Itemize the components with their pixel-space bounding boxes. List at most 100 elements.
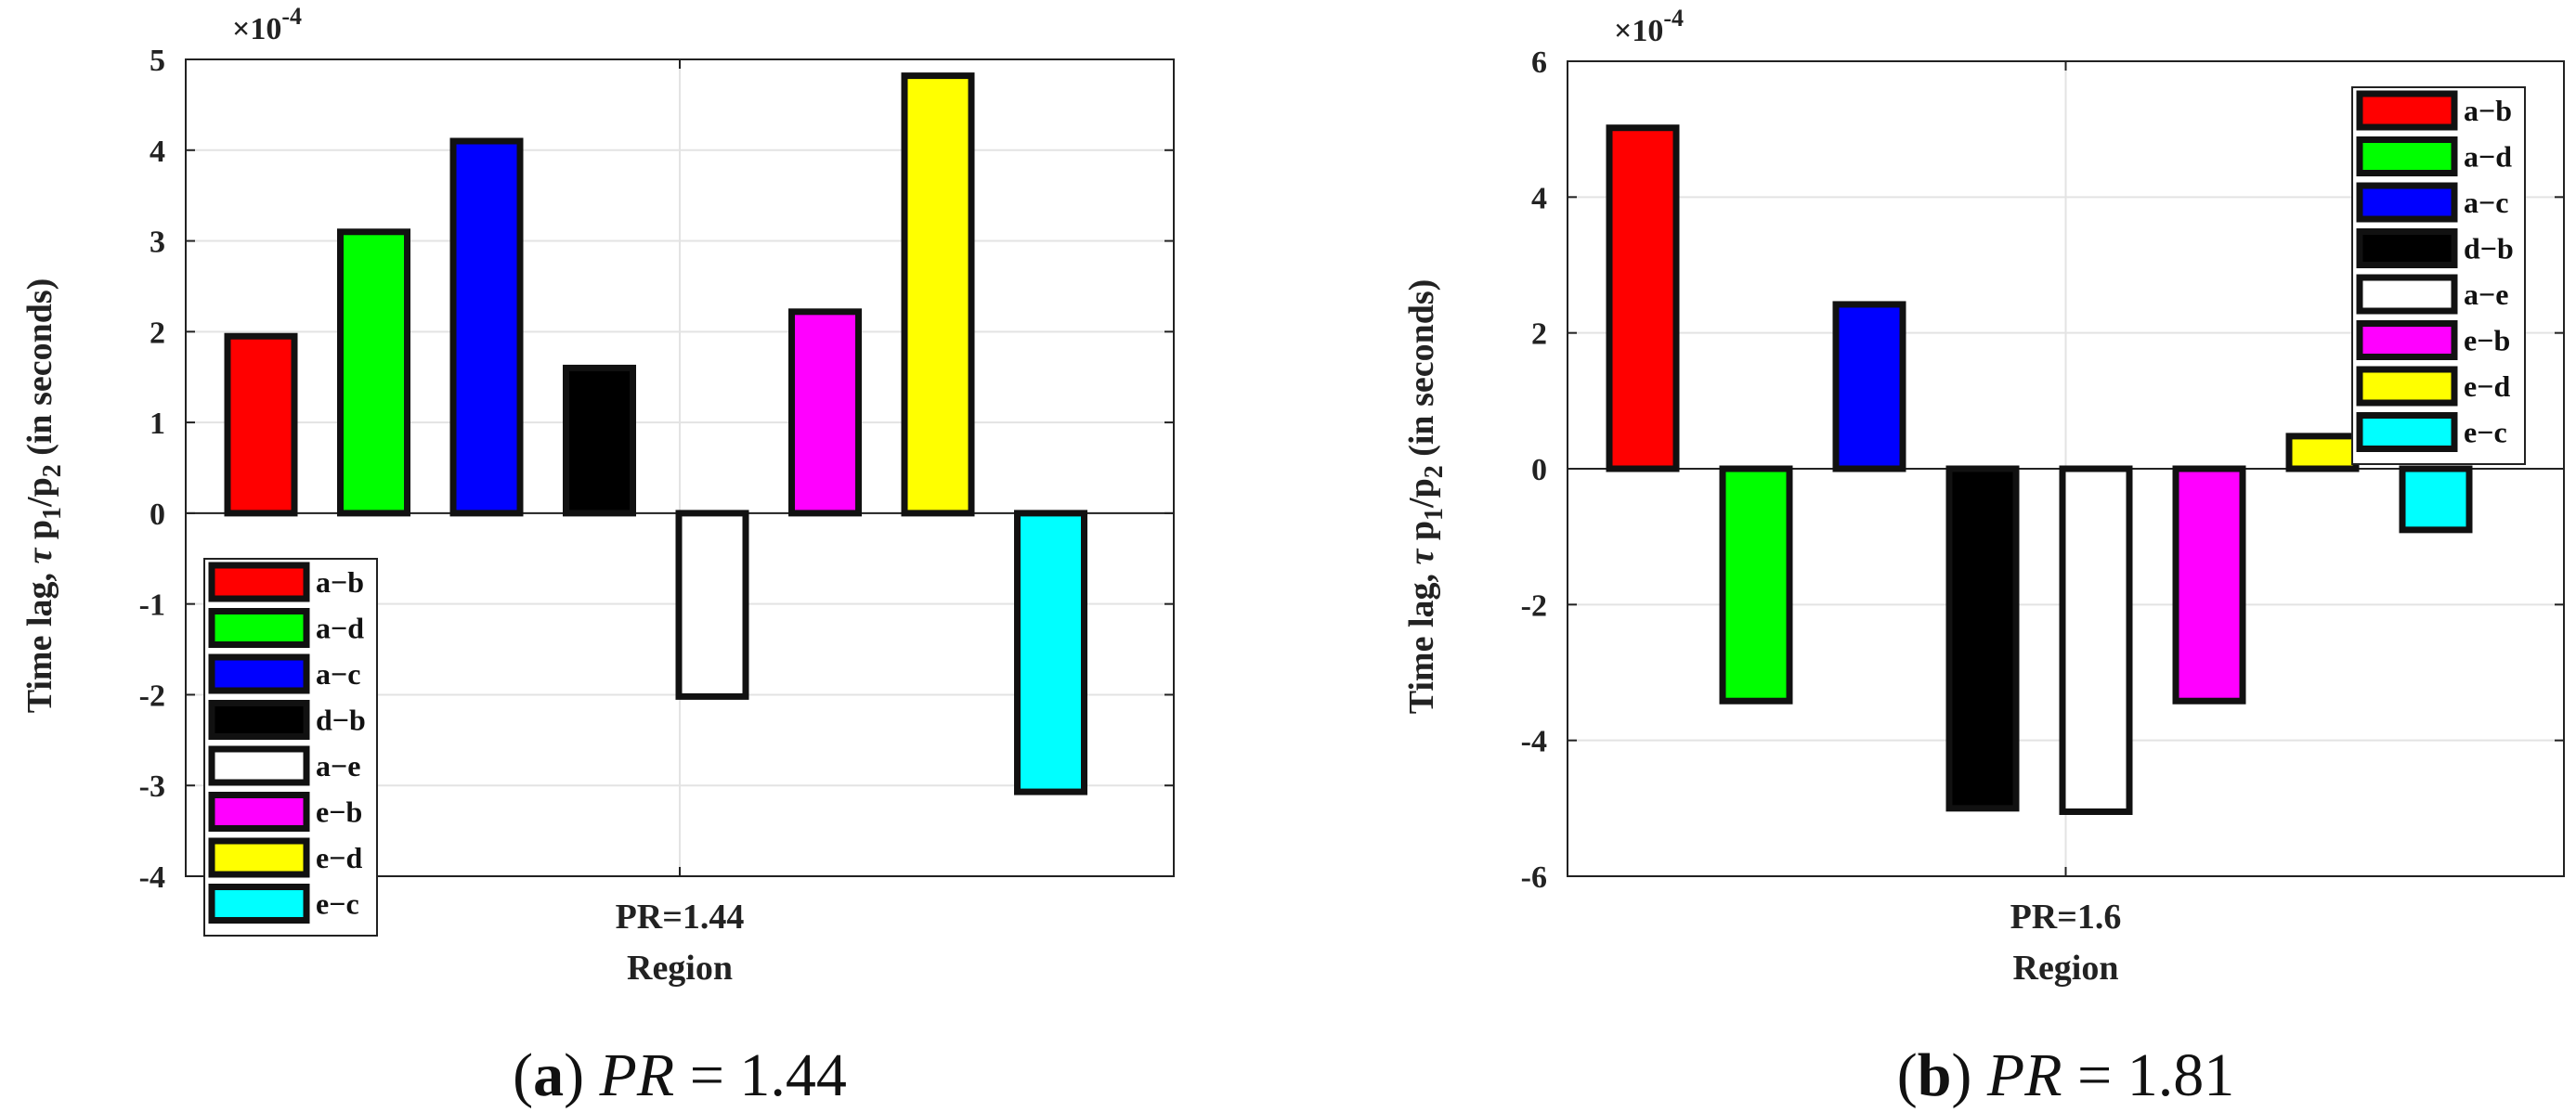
- caption-eq: = 1.81: [2062, 1041, 2235, 1109]
- caption-letter: b: [1918, 1041, 1952, 1109]
- caption-label-close: ): [1951, 1041, 1986, 1109]
- bar-6: [901, 72, 975, 517]
- y-axis-label-part: 2: [1420, 465, 1449, 478]
- chart-0: 5 4 3 2 1 0 -1 -2 -3 -4 PR=1.44 Region Time lag, τ p…: [20, 3, 1175, 1109]
- caption-var: PR: [599, 1041, 675, 1109]
- scale-multiplier: ×10-4: [232, 3, 302, 46]
- bar-3: [563, 364, 636, 517]
- y-axis-label-part: τ: [1402, 549, 1441, 565]
- legend-swatch-7: [2356, 412, 2458, 452]
- y-axis-label: Time lag, τ p1/p2 (in seconds): [20, 278, 67, 714]
- ytick-label: -6: [1521, 860, 1547, 895]
- bar-5: [788, 308, 862, 517]
- legend-label-0: a−b: [2464, 94, 2512, 127]
- caption: (b) PR = 1.81: [1897, 1041, 2235, 1109]
- y-axis-label-part: p: [1402, 521, 1441, 550]
- legend-label-6: e−d: [316, 841, 362, 874]
- xtick-label: PR=1.44: [616, 898, 745, 937]
- legend-swatch-4: [2356, 274, 2458, 315]
- legend-swatch-2: [208, 653, 310, 694]
- y-axis-label-part: /p: [20, 477, 59, 508]
- legend-label-5: e−b: [316, 795, 362, 829]
- caption-label: (: [513, 1041, 533, 1109]
- y-axis-label-part: Time lag,: [20, 564, 59, 714]
- y-axis-label: Time lag, τ p1/p2 (in seconds): [1402, 279, 1449, 715]
- x-axis-label: Region: [627, 949, 733, 988]
- ytick-label: -4: [1521, 725, 1547, 759]
- x-axis-label: Region: [2013, 949, 2119, 988]
- bar-0: [1606, 124, 1680, 472]
- y-axis-label-part: p: [20, 520, 59, 549]
- legend-swatch-0: [2356, 90, 2458, 131]
- bar-1: [1719, 465, 1793, 705]
- legend-swatch-1: [2356, 136, 2458, 176]
- legend-swatch-3: [2356, 228, 2458, 268]
- ytick-label: 2: [1531, 317, 1547, 352]
- legend: a−b a−d a−c d−b a−e e−b e−d e−c: [203, 558, 378, 937]
- scale-base: ×10: [1614, 14, 1663, 48]
- scale-base: ×10: [232, 12, 281, 46]
- caption-label: (: [1897, 1041, 1918, 1109]
- legend-swatch-1: [208, 608, 310, 648]
- y-axis-label-part: τ: [20, 548, 59, 564]
- legend-label-7: e−c: [2464, 416, 2507, 449]
- legend: a−b a−d a−c d−b a−e e−b e−d e−c: [2351, 86, 2526, 465]
- legend-label-5: e−b: [2464, 324, 2510, 357]
- bar-3: [1945, 465, 2020, 812]
- bar-7: [2399, 465, 2473, 534]
- legend-label-4: a−e: [316, 749, 360, 782]
- bar-2: [449, 137, 524, 517]
- caption-eq: = 1.44: [674, 1041, 847, 1109]
- caption: (a) PR = 1.44: [513, 1041, 847, 1109]
- ytick-label: 5: [150, 44, 165, 78]
- bar-0: [224, 332, 298, 517]
- bar-4: [675, 510, 749, 700]
- y-axis-label-part: (in seconds): [1402, 279, 1441, 466]
- ytick-label: 4: [1531, 181, 1547, 215]
- scale-exponent: -4: [281, 3, 302, 30]
- ytick-label: 1: [150, 407, 165, 441]
- legend-swatch-6: [208, 837, 310, 878]
- ytick-label: 6: [1531, 45, 1547, 80]
- legend-label-2: a−c: [316, 657, 360, 691]
- y-axis-label-part: 1: [38, 507, 67, 520]
- y-axis-label-part: 2: [38, 464, 67, 477]
- legend-label-3: d−b: [316, 704, 366, 737]
- caption-letter: a: [533, 1041, 564, 1109]
- legend-swatch-2: [2356, 182, 2458, 223]
- y-axis-label-part: Time lag,: [1402, 565, 1441, 715]
- y-axis-label-part: (in seconds): [20, 278, 59, 465]
- legend-swatch-0: [208, 562, 310, 602]
- legend-swatch-7: [208, 884, 310, 924]
- legend-label-0: a−b: [316, 565, 364, 599]
- bar-6: [2285, 433, 2360, 472]
- scale-exponent: -4: [1663, 5, 1684, 32]
- chart-1: 6 4 2 0 -2 -4 -6 PR=1.6 Region Time lag, τ p1/p2 …: [1402, 5, 2565, 1109]
- ytick-label: 4: [150, 135, 165, 169]
- xtick-label: PR=1.6: [2010, 898, 2122, 937]
- ytick-label: 0: [1531, 453, 1547, 487]
- legend-label-4: a−e: [2464, 278, 2508, 311]
- legend-label-6: e−d: [2464, 369, 2510, 403]
- ytick-label: -4: [139, 860, 165, 895]
- ytick-label: -2: [139, 679, 165, 713]
- legend-label-7: e−c: [316, 887, 359, 921]
- ytick-label: 0: [150, 498, 165, 532]
- bar-2: [1832, 301, 1906, 472]
- legend-label-2: a−c: [2464, 186, 2508, 219]
- scale-multiplier: ×10-4: [1614, 5, 1684, 48]
- legend-swatch-5: [2356, 320, 2458, 360]
- legend-label-1: a−d: [2464, 140, 2512, 174]
- bar-5: [2172, 465, 2246, 705]
- ytick-label: -3: [139, 769, 165, 804]
- y-axis-label-part: /p: [1402, 478, 1441, 509]
- caption-var: PR: [1986, 1041, 2062, 1109]
- ytick-label: -1: [139, 588, 165, 623]
- legend-label-3: d−b: [2464, 232, 2514, 265]
- bar-1: [337, 228, 410, 517]
- legend-swatch-5: [208, 792, 310, 832]
- ytick-label: 2: [150, 316, 165, 350]
- ytick-label: 3: [150, 226, 165, 260]
- ytick-label: -2: [1521, 588, 1547, 623]
